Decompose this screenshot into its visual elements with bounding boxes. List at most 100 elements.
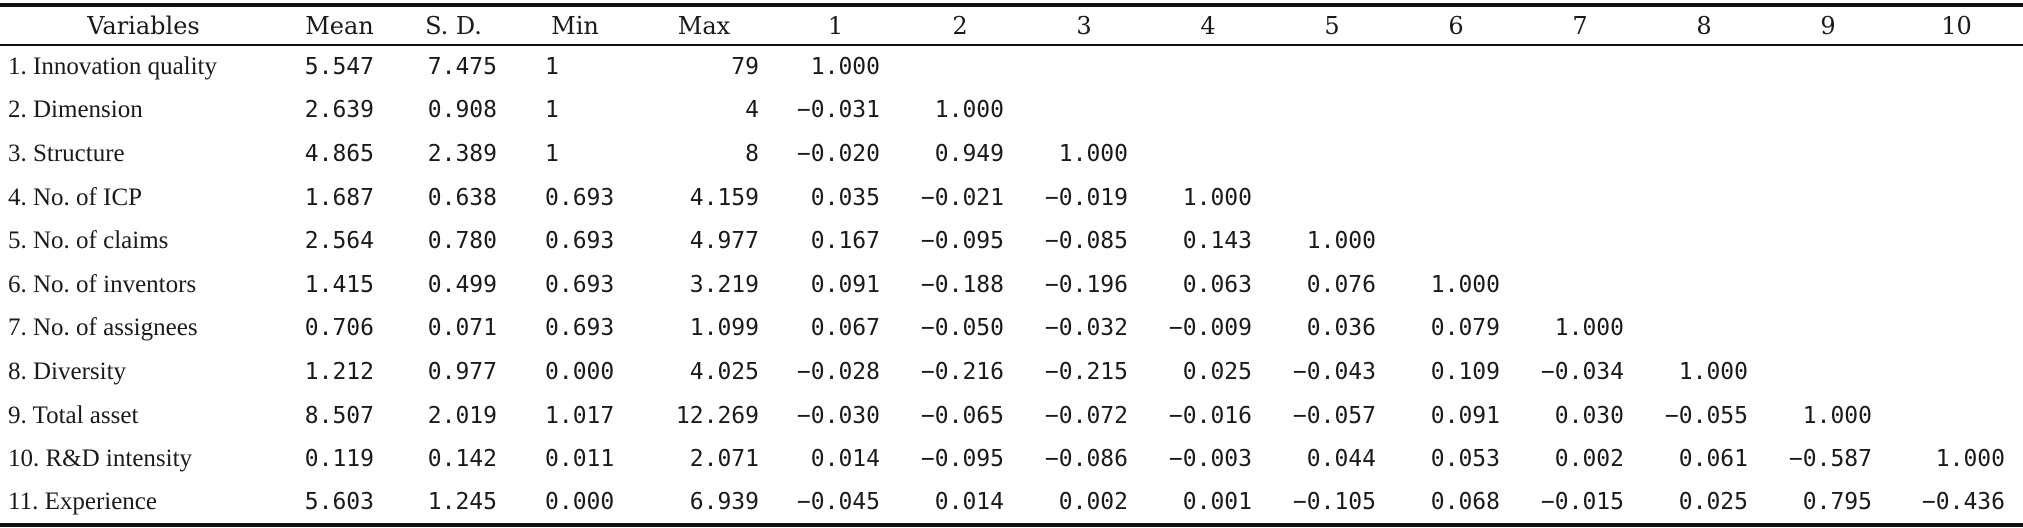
sd-cell: 0.071	[427, 315, 497, 342]
max-cell: 1.099	[689, 315, 759, 342]
max-cell: 12.269	[675, 402, 759, 429]
correlation-cell: 0.030	[1554, 402, 1624, 429]
correlation-cell	[1270, 89, 1394, 133]
sd-cell: 2.019	[427, 402, 497, 429]
correlation-cell	[1890, 219, 2023, 263]
column-header: Mean	[287, 3, 392, 46]
mean-cell: 4.865	[304, 140, 374, 167]
correlation-cell	[1890, 263, 2023, 307]
correlation-cell: 0.035	[810, 184, 880, 211]
correlation-cell: −0.065	[920, 402, 1004, 429]
sd-cell: 0.638	[427, 184, 497, 211]
correlation-cell	[1518, 263, 1642, 307]
sd-cell: 2.389	[427, 140, 497, 167]
correlation-cell: 1.000	[1306, 228, 1376, 255]
sd-cell: 0.908	[427, 97, 497, 124]
correlation-cell	[1022, 89, 1146, 133]
variable-cell: 10. R&D intensity	[8, 445, 193, 473]
correlation-cell	[1642, 176, 1766, 220]
min-cell: 1	[545, 54, 559, 81]
mean-cell: 0.706	[304, 315, 374, 342]
correlation-cell: −0.057	[1292, 402, 1376, 429]
table-row: 6. No. of inventors 1.415 0.499 0.693 3.219 0…	[0, 263, 2023, 307]
variable-cell: 8. Diversity	[8, 357, 127, 385]
variable-cell: 4. No. of ICP	[8, 183, 143, 211]
correlation-cell: 1.000	[1802, 402, 1872, 429]
correlation-cell: −0.095	[920, 228, 1004, 255]
min-cell: 1.017	[545, 402, 615, 429]
max-cell: 4.977	[689, 228, 759, 255]
correlation-cell	[1146, 132, 1270, 176]
correlation-cell: −0.436	[1890, 480, 2023, 527]
correlation-cell	[1890, 350, 2023, 394]
correlation-cell: 0.002	[1022, 480, 1146, 527]
correlation-cell: −0.020	[796, 140, 880, 167]
variable-cell: 9. Total asset	[8, 401, 139, 429]
mean-cell: 1.415	[304, 271, 374, 298]
correlation-cell	[1642, 89, 1766, 133]
correlation-cell: −0.216	[920, 358, 1004, 385]
column-header: 3	[1022, 3, 1146, 46]
correlation-cell: 1.000	[1678, 358, 1748, 385]
correlation-cell	[1518, 219, 1642, 263]
correlation-cell	[1766, 263, 1890, 307]
min-cell: 0.000	[515, 480, 635, 527]
sd-cell: 0.977	[427, 358, 497, 385]
correlation-cell	[1394, 89, 1518, 133]
correlation-cell: −0.032	[1044, 315, 1128, 342]
column-header: 9	[1766, 3, 1890, 46]
correlation-cell: 0.143	[1182, 228, 1252, 255]
correlation-cell: 0.949	[934, 140, 1004, 167]
min-cell: 0.000	[545, 358, 615, 385]
correlation-cell: 0.044	[1306, 446, 1376, 473]
correlation-cell	[898, 45, 1022, 89]
correlation-cell	[1890, 176, 2023, 220]
sd-cell: 7.475	[427, 54, 497, 81]
column-header: 5	[1270, 3, 1394, 46]
correlation-cell: 1.000	[810, 54, 880, 81]
table-body: 1. Innovation quality 5.547 7.475 1 79 1.000 2…	[0, 45, 2023, 527]
correlation-cell	[1394, 176, 1518, 220]
correlation-cell: 0.061	[1678, 446, 1748, 473]
min-cell: 0.693	[545, 184, 615, 211]
correlation-cell: −0.086	[1044, 446, 1128, 473]
correlation-cell: 0.036	[1306, 315, 1376, 342]
correlation-cell: −0.043	[1292, 358, 1376, 385]
correlation-cell	[1518, 132, 1642, 176]
correlation-cell	[1890, 307, 2023, 351]
correlation-cell: 1.000	[1182, 184, 1252, 211]
correlation-cell: −0.019	[1044, 184, 1128, 211]
variable-cell: 6. No. of inventors	[8, 270, 197, 298]
column-header: 7	[1518, 3, 1642, 46]
correlation-cell: 0.067	[810, 315, 880, 342]
correlation-cell: −0.072	[1044, 402, 1128, 429]
min-cell: 1	[545, 97, 559, 124]
sd-cell: 0.142	[427, 446, 497, 473]
correlation-cell: −0.587	[1788, 446, 1872, 473]
variable-cell: 11. Experience	[0, 480, 287, 527]
correlation-cell: 1.000	[1554, 315, 1624, 342]
mean-cell: 1.212	[304, 358, 374, 385]
correlation-cell: 0.063	[1182, 271, 1252, 298]
max-cell: 3.219	[689, 271, 759, 298]
mean-cell: 5.603	[287, 480, 392, 527]
min-cell: 1	[545, 140, 559, 167]
column-header: 10	[1890, 3, 2023, 46]
correlation-cell: −0.215	[1044, 358, 1128, 385]
correlation-cell	[1518, 45, 1642, 89]
column-header: 4	[1146, 3, 1270, 46]
correlation-cell	[1394, 45, 1518, 89]
correlation-cell	[1890, 394, 2023, 438]
correlation-cell	[1518, 89, 1642, 133]
correlation-cell: 1.000	[1430, 271, 1500, 298]
correlation-cell	[1642, 132, 1766, 176]
correlation-cell: −0.016	[1168, 402, 1252, 429]
correlation-cell	[1890, 132, 2023, 176]
correlation-cell: −0.095	[920, 446, 1004, 473]
correlation-cell: 0.091	[1430, 402, 1500, 429]
correlation-cell: 0.091	[810, 271, 880, 298]
variable-cell: 2. Dimension	[8, 96, 143, 124]
max-cell: 6.939	[635, 480, 773, 527]
correlation-cell: 0.001	[1146, 480, 1270, 527]
